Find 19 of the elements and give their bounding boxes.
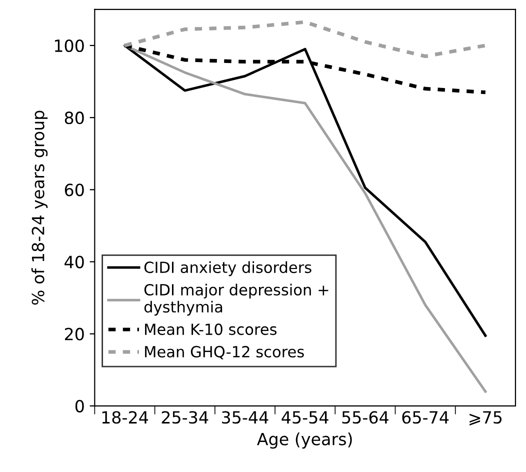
y-tick-label: 0 [75,400,84,412]
y-tick-label: 80 [64,112,84,124]
x-tick-label: 35-44 [222,411,268,424]
x-tick-label: 55-64 [342,411,388,424]
y-tick-label: 20 [64,328,84,340]
legend-label: Mean GHQ-12 scores [145,346,304,360]
x-tick-label: ⩾75 [470,411,502,426]
x-tick-label: 45-54 [282,411,328,424]
x-tick-label: 25-34 [162,411,208,424]
x-tick-label: 65-74 [402,411,449,424]
y-tick-label: 40 [64,256,84,268]
legend-label: CIDI major depression + dysthymia [144,284,328,316]
legend-label: CIDI anxiety disorders [144,261,312,276]
x-tick-label: 18-24 [102,411,148,424]
y-tick-label: 100 [54,39,84,52]
legend-label: Mean K-10 scores [145,324,277,336]
x-axis-title: Age (years) [257,432,352,449]
y-tick-label: 60 [64,184,84,196]
y-axis-title: % of 18-24 years group [31,110,48,305]
